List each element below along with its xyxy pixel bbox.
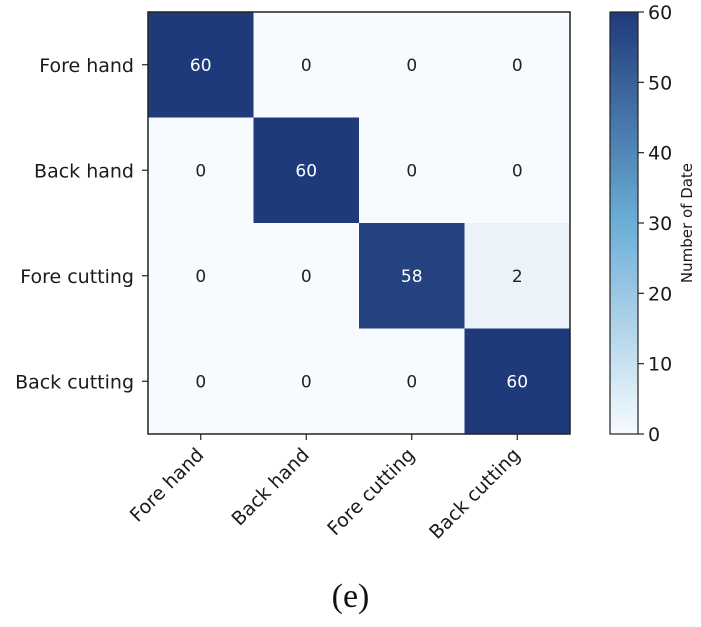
- colorbar-ticks: 0 10 20 30 40 50 60: [638, 2, 672, 446]
- heatmap-cell: [253, 117, 360, 224]
- y-tick-label: Back hand: [34, 160, 134, 182]
- heatmap-cell-labels: 60 0 0 0 0 60 0 0 0 0 58 2 0 0 0 60: [190, 56, 528, 393]
- heatmap-cell: [359, 12, 465, 118]
- cell-value-label: 0: [512, 56, 523, 76]
- cell-value-label: 0: [301, 56, 312, 76]
- heatmap-cell: [148, 12, 254, 118]
- y-tick-label: Fore hand: [39, 55, 134, 77]
- y-tick-label: Back cutting: [15, 371, 134, 393]
- heatmap-cell: [464, 328, 571, 435]
- cell-value-label: 0: [195, 372, 206, 392]
- heatmap-cell: [359, 328, 465, 435]
- colorbar-tick-label: 40: [648, 143, 672, 165]
- cell-value-label: 0: [301, 267, 312, 287]
- heatmap-cells: [148, 12, 571, 435]
- colorbar-tick-label: 30: [648, 213, 672, 235]
- cell-value-label: 60: [295, 161, 317, 181]
- heatmap-cell: [253, 328, 360, 435]
- x-tick-label: Back hand: [228, 444, 314, 530]
- y-tick-label: Fore cutting: [20, 266, 134, 288]
- heatmap-cell: [464, 12, 571, 118]
- cell-value-label: 60: [506, 372, 528, 392]
- colorbar-tick-label: 50: [648, 72, 672, 94]
- cell-value-label: 0: [406, 56, 417, 76]
- x-tick-label: Back cutting: [425, 444, 525, 544]
- cell-value-label: 0: [512, 161, 523, 181]
- heatmap-cell: [464, 223, 571, 329]
- colorbar: [609, 11, 639, 435]
- cell-value-label: 58: [401, 267, 423, 287]
- x-axis: Fore hand Back hand Fore cutting Back cutti…: [126, 434, 525, 544]
- heatmap-cell: [148, 117, 254, 224]
- plot-frame: [147, 11, 571, 435]
- heatmap-cell: [148, 328, 254, 435]
- colorbar-tick-label: 10: [648, 354, 672, 376]
- heatmap-cell: [253, 12, 360, 118]
- cell-value-label: 0: [406, 161, 417, 181]
- colorbar-tick-label: 0: [648, 424, 660, 446]
- colorbar-tick-label: 60: [648, 2, 672, 24]
- heatmap-cell: [148, 223, 254, 329]
- cell-value-label: 0: [195, 267, 206, 287]
- heatmap-cell: [359, 117, 465, 224]
- x-tick-label: Fore cutting: [323, 444, 419, 540]
- heatmap-cell: [464, 117, 571, 224]
- cell-value-label: 0: [301, 372, 312, 392]
- cell-value-label: 0: [406, 372, 417, 392]
- figure-caption: (e): [331, 578, 370, 615]
- colorbar-tick-label: 20: [648, 283, 672, 305]
- cell-value-label: 60: [190, 56, 212, 76]
- x-tick-label: Fore hand: [126, 444, 209, 527]
- cell-value-label: 2: [512, 267, 523, 287]
- cell-value-label: 0: [195, 161, 206, 181]
- y-axis: Fore hand Back hand Fore cutting Back cutti…: [15, 55, 148, 393]
- heatmap-cell: [253, 223, 360, 329]
- colorbar-label: Number of Date: [678, 163, 696, 283]
- heatmap-cell: [359, 223, 465, 329]
